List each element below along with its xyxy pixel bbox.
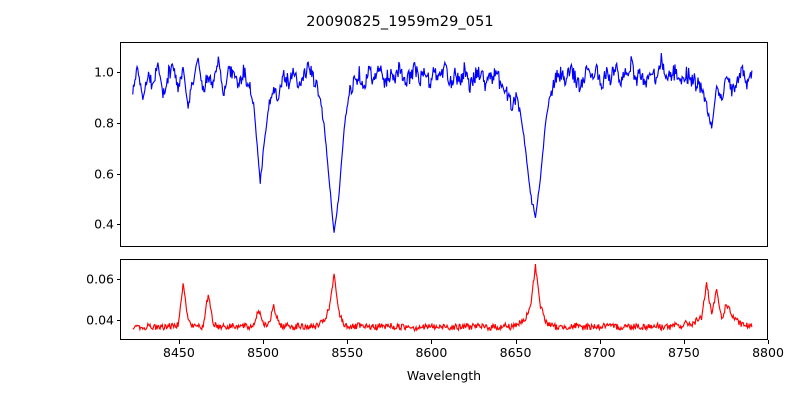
x-tick-1: 8500 — [247, 345, 279, 360]
x-tickmark-5 — [599, 340, 601, 344]
x-tick-3: 8600 — [415, 345, 448, 360]
spectrum-y-tick-0: 0.4 — [94, 216, 114, 232]
x-axis-label: Wavelength — [406, 368, 482, 383]
x-tickmark-6 — [683, 340, 685, 344]
spectrum-y-tickmark-1 — [116, 173, 120, 175]
figure-title: 20090825_1959m29_051 — [306, 14, 494, 30]
error-y-tick-1: 0.06 — [86, 271, 114, 287]
error-plot-area — [121, 260, 767, 339]
spectrum-y-tick-2: 0.8 — [94, 115, 114, 131]
spectrum-y-tickmark-2 — [116, 122, 120, 125]
error-axes — [120, 259, 768, 340]
x-tickmark-4 — [515, 340, 517, 344]
x-tick-7: 8800 — [752, 345, 784, 360]
x-tick-2: 8550 — [331, 345, 364, 360]
spectrum-plot-area — [121, 43, 767, 246]
x-tickmark-3 — [431, 340, 433, 344]
x-tickmark-1 — [263, 340, 265, 344]
x-tickmark-2 — [347, 340, 349, 344]
spectrum-y-tickmark-3 — [116, 72, 120, 74]
x-tick-0: 8450 — [163, 345, 195, 360]
x-tick-6: 8750 — [667, 345, 700, 360]
spectrum-y-tick-1: 0.6 — [94, 166, 114, 182]
spectrum-axes — [120, 42, 768, 247]
spectrum-y-tickmark-0 — [116, 224, 120, 226]
x-tickmark-7 — [768, 340, 770, 344]
error-y-tick-0: 0.04 — [86, 312, 114, 328]
x-tick-4: 8650 — [499, 345, 532, 360]
spectrum-y-tick-3: 1.0 — [94, 64, 114, 80]
x-tickmark-0 — [178, 340, 180, 344]
error-y-tickmark-1 — [116, 279, 120, 281]
x-tick-5: 8700 — [583, 345, 616, 360]
error-y-tickmark-0 — [116, 319, 120, 321]
